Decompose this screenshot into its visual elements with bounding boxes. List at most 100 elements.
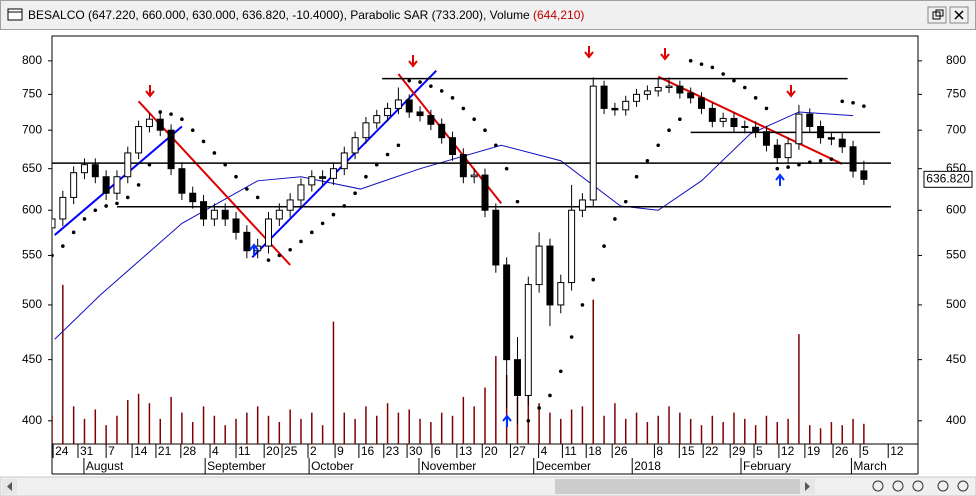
volume-value: (644,210) (533, 8, 585, 22)
sar-dot (602, 244, 606, 248)
sar-dot (829, 157, 834, 161)
candle-body (730, 117, 738, 128)
x-tick-label: 4 (541, 444, 548, 458)
candle-body (200, 201, 208, 220)
x-tick-label: 2 (310, 444, 317, 458)
zoom-reset[interactable] (937, 480, 949, 492)
candle-body (210, 209, 218, 220)
candle-body (221, 209, 229, 220)
sar-dot (753, 96, 758, 100)
trend-line (657, 75, 843, 165)
y-tick-label: 750 (22, 87, 42, 101)
sar-dot (158, 110, 163, 114)
sar-dot (775, 166, 780, 171)
sar-dot (353, 191, 357, 196)
candle-body (427, 115, 435, 125)
candle-body (286, 199, 294, 211)
sar-dot (299, 239, 303, 244)
sar-dot (504, 166, 509, 171)
candle-body (340, 152, 348, 170)
month-label: October (311, 459, 354, 473)
candle-body (589, 85, 597, 201)
sell-arrow (660, 48, 670, 61)
y-tick-label-right: 500 (946, 297, 966, 311)
candle-body (438, 123, 446, 139)
sar-dot (429, 84, 433, 88)
x-tick-label: 29 (732, 444, 746, 458)
x-tick-label: 15 (681, 444, 695, 458)
candle-body (806, 113, 814, 128)
sell-arrow (584, 46, 594, 59)
candle-body (384, 107, 392, 117)
candle-body (827, 137, 835, 140)
candle-body (80, 164, 88, 174)
month-label: February (743, 459, 791, 473)
sar-dot (526, 419, 531, 423)
x-tick-label: 6 (434, 444, 441, 458)
x-tick-label: 14 (134, 444, 148, 458)
month-label: 2018 (634, 459, 661, 473)
candle-body (762, 131, 770, 146)
y-tick-label: 400 (22, 413, 42, 427)
zoom-in[interactable] (892, 480, 904, 492)
sar-dot (93, 208, 98, 213)
candle-body (708, 107, 716, 122)
sar-dot (472, 117, 476, 121)
x-tick-label: 12 (781, 444, 795, 458)
candle-body (568, 209, 576, 284)
y-tick-label: 550 (22, 248, 42, 262)
x-tick-label: 25 (284, 444, 298, 458)
candle-body (849, 146, 857, 172)
sar-dot (634, 174, 639, 179)
candle-body (546, 245, 554, 306)
candle-body (265, 218, 272, 247)
sell-arrow (786, 85, 796, 98)
sar-dot (537, 406, 541, 410)
sar-dot (732, 78, 736, 83)
candle-body (243, 231, 251, 252)
sar-dot (699, 62, 704, 66)
sar-dot (104, 204, 108, 208)
candle-body (189, 192, 197, 203)
sar-dot (656, 143, 660, 148)
candle-body (394, 99, 402, 109)
x-tick-label: 11 (564, 444, 577, 458)
sar-dot (645, 158, 650, 163)
scroll-thumb[interactable] (555, 479, 800, 494)
sar-dot (331, 212, 336, 217)
candle-body (676, 85, 684, 94)
x-tick-label: 30 (409, 444, 423, 458)
sar-dot (797, 162, 801, 167)
plot-area (51, 35, 919, 445)
zoom-in[interactable] (912, 480, 924, 492)
sar-dot (461, 106, 466, 111)
sar-dot (52, 253, 54, 258)
scrollbar[interactable] (0, 476, 976, 496)
sar-dot (136, 183, 141, 187)
candle-body (687, 92, 695, 99)
candle-body (524, 284, 532, 396)
sar-dot (180, 117, 184, 121)
x-tick-label: 26 (614, 444, 628, 458)
sar-dot (840, 99, 845, 104)
candle-body (557, 282, 565, 306)
candle-body (351, 137, 359, 154)
y-tick-label: 600 (22, 202, 42, 216)
sar-dot (851, 100, 855, 105)
zoom-out[interactable] (872, 480, 884, 492)
sar-dot (591, 277, 596, 282)
candle-body (156, 118, 164, 131)
scroll-left-icon (7, 482, 12, 491)
candle-body (113, 176, 121, 194)
candle-body (459, 153, 467, 178)
sar-dot (688, 59, 693, 63)
sar-dot (764, 106, 769, 111)
y-tick-label: 800 (22, 53, 42, 67)
y-tick-label: 500 (22, 297, 42, 311)
sar-dot (613, 217, 617, 221)
x-tick-label: 7 (108, 444, 115, 458)
sell-arrow (408, 55, 418, 68)
candle-body (319, 176, 327, 179)
zoom-fit[interactable] (957, 480, 969, 492)
